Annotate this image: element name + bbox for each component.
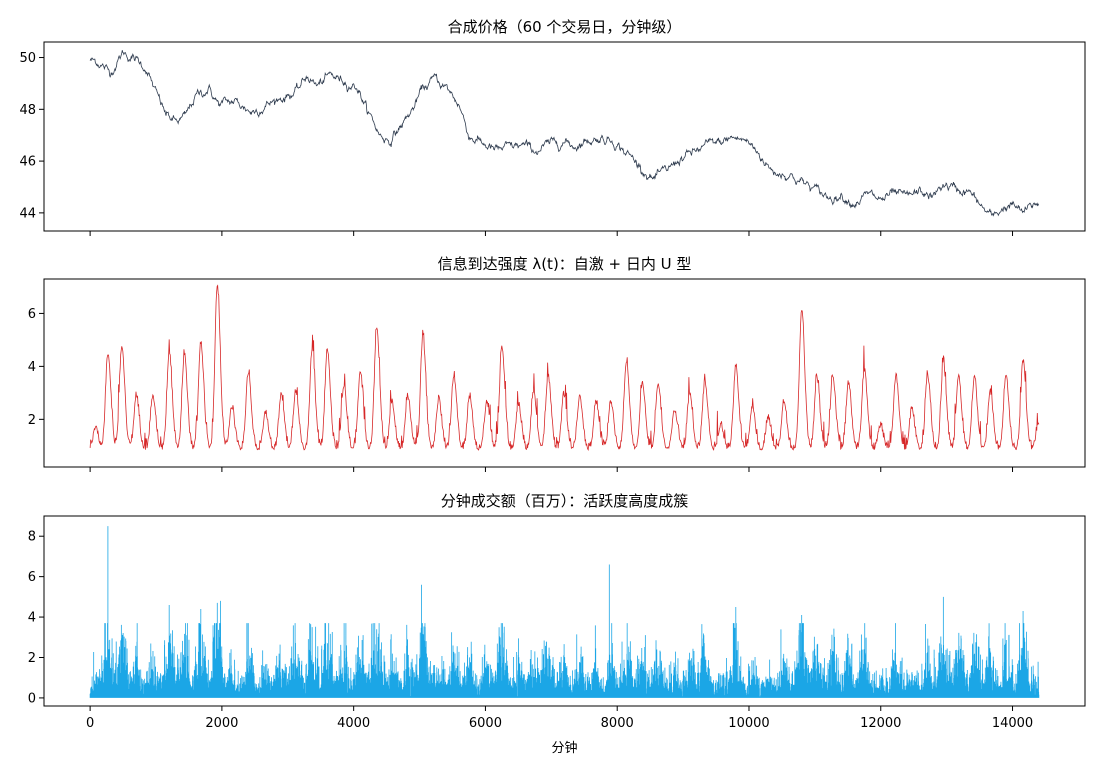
x-axis-label: 分钟 [551,740,577,756]
intensity-panel-title: 信息到达强度 λ(t)：自激 + 日内 U 型 [438,255,692,273]
x-tick-label: 14000 [992,716,1033,731]
price-y-axis: 44 46 48 50 [19,51,44,221]
intensity-x-axis [89,467,1014,472]
x-tick-label: 10000 [728,716,769,731]
x-tick-label: 4000 [337,716,370,731]
intensity-y-axis: 2 4 6 [28,307,44,428]
y-tick-label: 4 [28,360,36,375]
x-tick-label: 0 [86,716,94,731]
intensity-panel: 信息到达强度 λ(t)：自激 + 日内 U 型 2 4 6 [28,255,1086,472]
price-x-axis [89,231,1014,236]
volume-x-axis: 0 2000 4000 6000 8000 10000 12000 14000 [86,706,1033,731]
y-tick-label: 0 [28,691,36,706]
volume-bar-series [89,526,1040,698]
intensity-line [89,284,1040,452]
x-tick-label: 8000 [601,716,634,731]
y-tick-label: 46 [19,155,36,170]
price-panel: 合成价格（60 个交易日，分钟级） 44 46 48 50 [19,18,1086,236]
y-tick-label: 8 [28,530,36,545]
price-panel-title: 合成价格（60 个交易日，分钟级） [448,18,682,36]
y-tick-label: 6 [28,307,36,322]
price-plot-frame [43,41,1086,232]
volume-panel-title: 分钟成交额（百万）：活跃度高度成簇 [441,492,689,510]
volume-bars [89,526,1040,698]
intensity-plot-frame [43,278,1086,468]
volume-plot-frame [43,515,1086,707]
x-tick-label: 6000 [469,716,502,731]
x-tick-label: 2000 [205,716,238,731]
y-tick-label: 2 [28,651,36,666]
y-tick-label: 2 [28,413,36,428]
x-tick-label: 12000 [860,716,901,731]
volume-y-axis: 0 2 4 6 8 [28,530,44,706]
y-tick-label: 4 [28,611,36,626]
y-tick-label: 44 [19,206,36,221]
intensity-line-series [89,284,1040,452]
y-tick-label: 48 [19,103,36,118]
price-line [89,50,1040,217]
y-tick-label: 6 [28,570,36,585]
price-line-series [89,50,1040,217]
volume-panel: 分钟成交额（百万）：活跃度高度成簇 0 2 4 6 8 0 2000 4000 6000 800… [28,492,1086,731]
y-tick-label: 50 [19,51,36,66]
